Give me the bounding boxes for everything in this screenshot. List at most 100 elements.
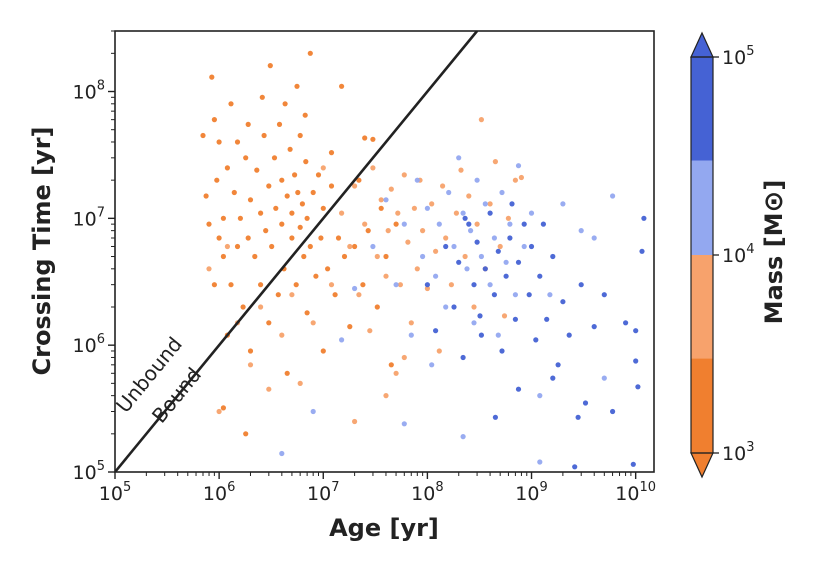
data-point — [533, 337, 539, 343]
data-point — [279, 221, 285, 227]
data-point — [289, 292, 295, 298]
data-point — [214, 177, 220, 183]
data-point — [347, 243, 353, 250]
data-point — [289, 235, 295, 241]
data-point — [258, 282, 264, 288]
data-point — [478, 253, 484, 260]
colorbar-bin — [691, 160, 713, 255]
data-point — [495, 332, 501, 338]
data-point — [451, 304, 457, 310]
data-point — [243, 431, 249, 437]
data-point — [482, 201, 488, 207]
data-point — [471, 282, 477, 288]
data-point — [630, 461, 636, 467]
data-point — [287, 146, 293, 152]
data-point — [266, 320, 272, 326]
data-point — [258, 304, 264, 310]
data-point — [220, 253, 226, 260]
x-axis-title: Age [yr] — [329, 514, 439, 542]
data-point — [503, 273, 509, 279]
colorbar-extend-min — [690, 452, 714, 479]
data-point — [206, 221, 212, 227]
data-point — [575, 414, 581, 420]
data-point — [492, 414, 498, 420]
data-point — [420, 253, 426, 260]
data-point — [505, 215, 511, 221]
data-point — [429, 201, 435, 207]
data-point — [293, 282, 299, 288]
data-point — [284, 370, 290, 376]
data-point — [478, 332, 484, 338]
data-point — [304, 310, 310, 316]
data-point — [462, 253, 468, 260]
data-point — [332, 292, 338, 298]
data-point — [245, 121, 251, 127]
data-point — [297, 224, 303, 230]
data-point — [440, 183, 446, 189]
data-point — [310, 408, 316, 415]
data-point — [302, 112, 308, 118]
data-point — [301, 253, 307, 260]
data-point — [464, 266, 470, 272]
data-point — [328, 282, 335, 288]
colorbar-tick-label: 103 — [722, 440, 754, 465]
data-point — [294, 83, 300, 89]
data-point — [492, 159, 498, 165]
data-point — [315, 172, 322, 178]
data-point — [433, 273, 439, 279]
data-point — [339, 210, 345, 216]
data-point — [365, 228, 371, 234]
data-point — [370, 165, 376, 171]
data-point — [224, 243, 230, 250]
data-point — [374, 304, 380, 310]
y-tick-label: 108 — [73, 79, 105, 104]
data-point — [433, 328, 439, 334]
data-point — [491, 292, 497, 298]
data-point — [247, 362, 254, 368]
data-point — [388, 186, 394, 192]
data-point — [216, 408, 222, 415]
data-point — [487, 210, 493, 216]
data-point — [267, 63, 273, 69]
data-point — [408, 320, 414, 326]
data-point — [521, 243, 527, 250]
data-point — [547, 292, 553, 298]
data-point — [313, 273, 319, 279]
data-point — [497, 243, 503, 250]
data-point — [462, 215, 468, 221]
data-point — [216, 139, 222, 145]
x-axis: 105 106 107 108 109 1010 — [99, 472, 656, 505]
data-point — [299, 201, 305, 207]
data-point — [401, 354, 407, 361]
colorbar-extend-max — [690, 31, 714, 58]
data-point — [482, 266, 488, 272]
data-point — [503, 259, 509, 265]
data-point — [352, 418, 358, 425]
data-point — [460, 354, 466, 361]
data-point — [320, 348, 326, 354]
data-point — [275, 292, 281, 298]
data-point — [582, 400, 589, 406]
data-point — [471, 304, 477, 310]
data-point — [307, 50, 313, 56]
data-point — [487, 201, 493, 207]
data-point — [310, 320, 316, 326]
data-point — [220, 405, 226, 411]
data-point — [261, 132, 267, 139]
data-point — [566, 332, 572, 338]
data-point — [474, 221, 480, 227]
data-point — [303, 159, 309, 165]
data-point — [231, 189, 237, 196]
data-point — [521, 221, 527, 227]
data-point — [383, 273, 389, 279]
data-point — [393, 282, 399, 288]
data-point — [263, 228, 269, 234]
data-point — [347, 324, 353, 330]
colorbar-bins — [691, 57, 713, 453]
data-point — [420, 228, 426, 234]
colorbar-tick-label: 104 — [722, 242, 754, 267]
data-point — [572, 464, 578, 470]
data-point — [211, 282, 217, 288]
data-point — [237, 215, 243, 221]
data-point — [266, 183, 272, 189]
